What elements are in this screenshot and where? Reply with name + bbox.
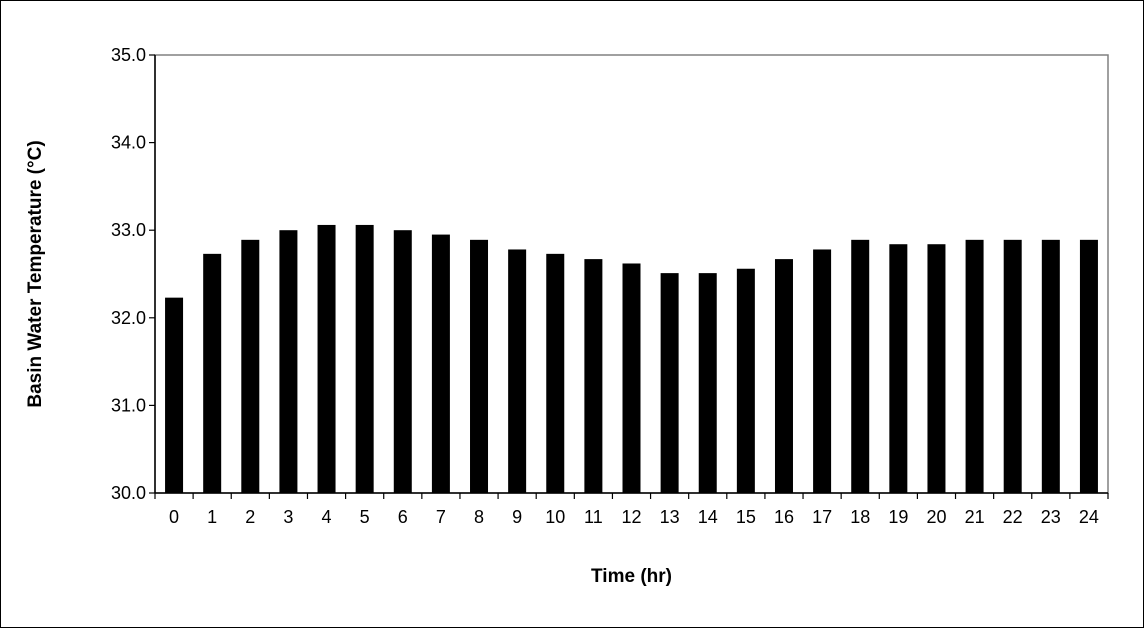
bar-13 [660,273,679,493]
x-tick-label: 11 [584,507,603,527]
bar-0 [165,297,184,493]
x-tick-label: 15 [736,507,756,527]
x-tick-label: 13 [660,507,680,527]
bar-20 [927,244,946,493]
x-tick-label: 21 [965,507,985,527]
y-tick-label: 33.0 [111,220,146,240]
x-tick-label: 2 [245,507,255,527]
y-ticks-group: 30.0 31.0 32.0 33.0 34.0 35.0 [111,45,155,503]
bar-17 [813,249,832,493]
bar-14 [698,273,717,493]
x-tick-label: 22 [1003,507,1023,527]
x-tick-label: 0 [169,507,179,527]
x-ticks-group: 0 1 2 3 4 5 6 7 8 9 10 11 12 13 14 15 16 17 18 19 20 21 22 23 24 [154,493,1109,527]
x-axis-title: Time (hr) [591,566,672,587]
y-tick-label: 35.0 [111,45,146,65]
x-tick-label: 17 [812,507,832,527]
x-tick-label: 8 [474,507,484,527]
bar-6 [393,230,412,493]
x-tick-label: 23 [1041,507,1061,527]
x-tick-label: 12 [621,507,641,527]
bar-21 [965,239,984,493]
bar-11 [584,259,603,493]
x-tick-label: 7 [436,507,446,527]
x-tick-label: 24 [1079,507,1099,527]
x-tick-label: 6 [398,507,408,527]
x-tick-label: 18 [850,507,870,527]
bar-5 [355,224,374,493]
bars-group [165,224,1098,493]
x-tick-label: 3 [283,507,293,527]
x-tick-label: 4 [322,507,332,527]
bar-8 [470,239,489,493]
x-tick-label: 19 [888,507,908,527]
y-axis-title: Basin Water Temperature (°C) [25,140,46,407]
bar-22 [1003,239,1022,493]
y-tick-label: 32.0 [111,308,146,328]
bar-2 [241,239,260,493]
bar-24 [1079,239,1098,493]
bar-16 [774,259,793,493]
x-tick-label: 20 [926,507,946,527]
y-tick-label: 31.0 [111,395,146,415]
bar-19 [889,244,908,493]
bar-15 [736,268,755,493]
y-tick-label: 34.0 [111,133,146,153]
bar-10 [546,253,565,493]
x-tick-label: 1 [207,507,217,527]
y-tick-label: 30.0 [111,483,146,503]
bar-23 [1041,239,1060,493]
bar-4 [317,224,336,493]
bar-9 [508,249,527,493]
bar-1 [203,253,222,493]
x-tick-label: 5 [360,507,370,527]
bar-3 [279,230,298,493]
bar-7 [431,234,450,493]
x-tick-label: 10 [545,507,565,527]
bar-18 [851,239,870,493]
x-tick-label: 9 [512,507,522,527]
bar-12 [622,263,641,493]
x-tick-label: 14 [698,507,718,527]
x-tick-label: 16 [774,507,794,527]
